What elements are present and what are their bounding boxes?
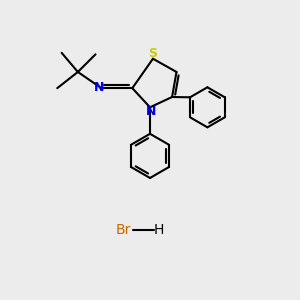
Text: H: H [154, 223, 164, 236]
Text: N: N [94, 81, 104, 94]
Text: N: N [146, 105, 156, 118]
Text: S: S [148, 47, 158, 60]
Text: Br: Br [116, 223, 131, 236]
